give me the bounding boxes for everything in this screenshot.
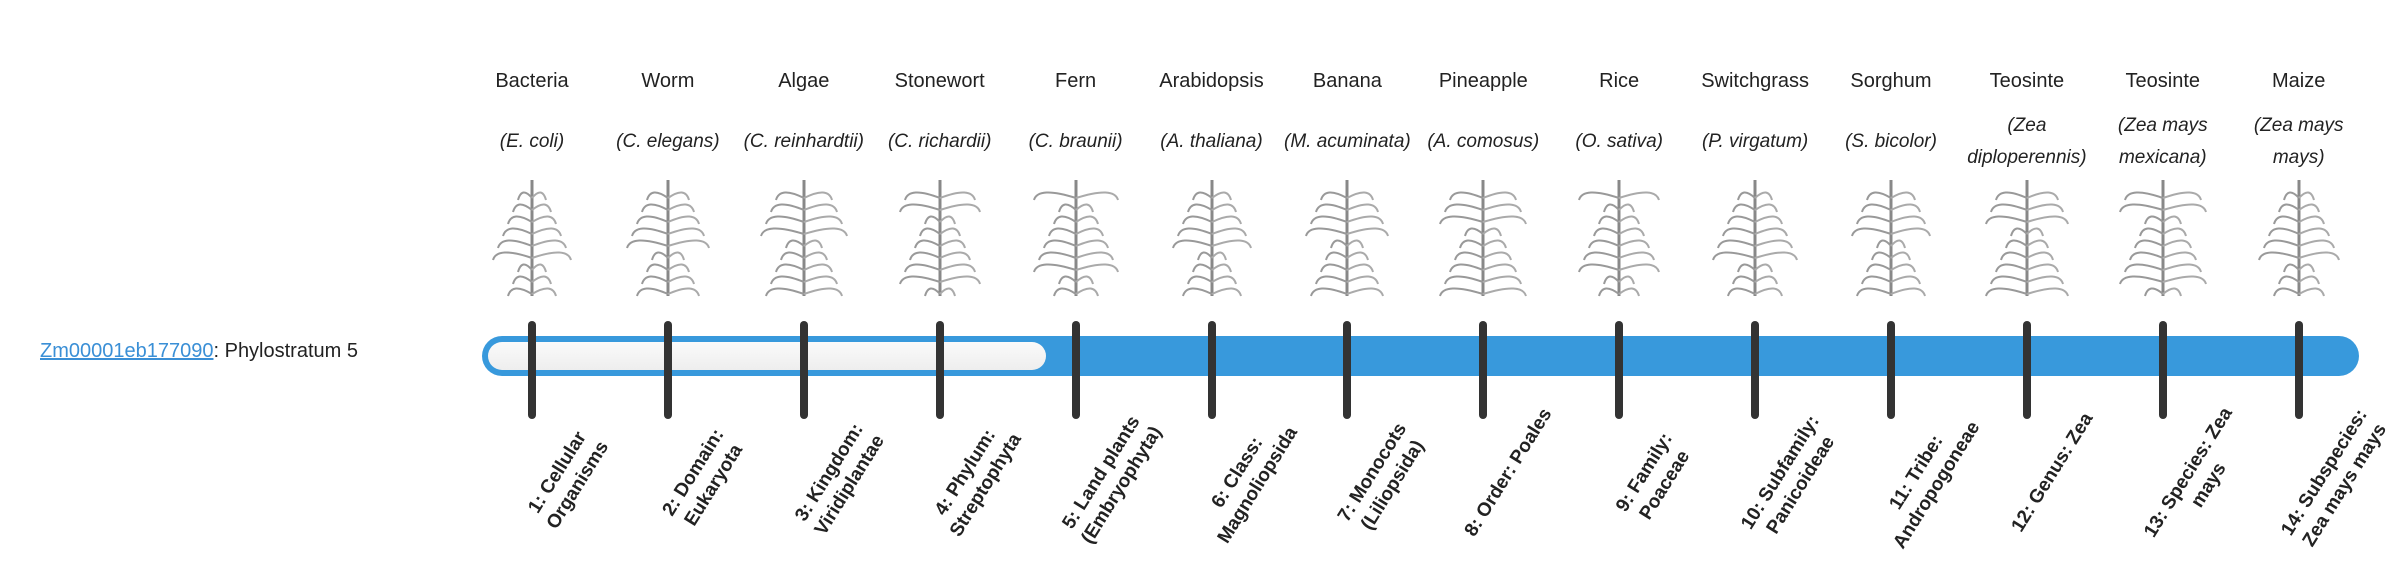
stratum-label: 9: Family: Poaceae: [1612, 429, 1695, 524]
stratum-tick: [1343, 321, 1352, 419]
stratum-tick: [2158, 321, 2167, 419]
organism-scientific-name: (A. thaliana): [1160, 131, 1263, 152]
organism-common-name: Bacteria: [495, 70, 569, 92]
gene-id-link[interactable]: Zm00001eb177090: [40, 340, 214, 362]
organism-common-name: Teosinte: [2125, 70, 2201, 92]
organism-scientific-name: (S. bicolor): [1845, 131, 1937, 152]
stonewort-image: [898, 180, 981, 297]
organism-scientific-name: (Zea mays mexicana): [2117, 115, 2208, 168]
stratum-tick: [528, 321, 536, 419]
stratum-label: 8: Order: Poales: [1460, 404, 1557, 541]
organism-common-name: Stonewort: [894, 70, 985, 92]
stratum-tick: [663, 321, 672, 419]
stratum-tick: [2022, 321, 2031, 419]
organism-common-name: Arabidopsis: [1159, 70, 1264, 92]
stratum-tick: [1207, 321, 1216, 419]
organism-scientific-name: (C. reinhardtii): [743, 131, 864, 152]
stratum-tick: [1615, 321, 1624, 419]
organism-scientific-name: (M. acuminata): [1284, 131, 1411, 152]
stratum-tick: [1071, 321, 1080, 419]
organism-scientific-name: (P. virgatum): [1701, 131, 1809, 152]
stratum-tick: [935, 321, 944, 419]
organism-scientific-name: (Zea diploperennis): [1967, 115, 2087, 168]
stratum-label: 2: Domain: Eukaryota: [658, 425, 747, 530]
organism-common-name: Worm: [641, 70, 695, 92]
switchgrass-image: [1712, 180, 1799, 297]
bacteria-image: [492, 180, 572, 297]
stratum-label: 1: Cellular Organisms: [524, 427, 614, 533]
stratum-label: 4: Phylum: Streptophyta: [930, 425, 1026, 541]
worm-image: [625, 180, 710, 297]
organism-common-name: Maize: [2272, 70, 2326, 92]
stratum-label: 5: Land plants (Embryophyta): [1058, 412, 1166, 548]
stratum-tick: [1479, 321, 1488, 419]
stratum-label: 11: Tribe: Andropogoneae: [1885, 417, 1985, 553]
organism-scientific-name: (A. comosus): [1427, 131, 1540, 152]
stratum-tick: [2294, 321, 2303, 419]
stratum-tick: [1751, 321, 1760, 419]
organism-scientific-name: (E. coli): [499, 131, 565, 152]
stratum-label: 7: Monocots (Liliopsida): [1334, 419, 1429, 534]
stratum-tick: [1887, 321, 1895, 419]
organism-common-name: Banana: [1312, 70, 1382, 92]
pineapple-image: [1439, 180, 1528, 297]
stratum-label: 10: Subfamily: Panicoideae: [1737, 411, 1840, 538]
organism-scientific-name: (C. braunii): [1028, 131, 1123, 152]
fern-image: [1032, 180, 1119, 297]
rice-image: [1578, 180, 1661, 297]
teosinte-image: [1984, 180, 2069, 297]
stratum-tick: [799, 321, 808, 419]
gene-label: Zm00001eb177090: Phylostratum 5: [40, 340, 358, 363]
organism-common-name: Teosinte: [1989, 70, 2065, 92]
stratum-label: 6: Class: Magnoliopsida: [1207, 423, 1302, 548]
sorghum-image: [1851, 180, 1931, 297]
organism-common-name: Sorghum: [1850, 70, 1932, 92]
stratum-label: 12: Genus: Zea: [2007, 409, 2098, 536]
organism-common-name: Pineapple: [1438, 70, 1528, 92]
organism-common-name: Fern: [1055, 70, 1097, 92]
bar-unfilled-region: [488, 342, 1046, 370]
arabidopsis-image: [1171, 180, 1252, 297]
organism-common-name: Rice: [1599, 70, 1640, 92]
algae-image: [759, 180, 848, 297]
organism-scientific-name: (O. sativa): [1575, 131, 1663, 152]
stratum-label: 3: Kingdom: Viridiplantae: [791, 419, 889, 539]
organism-scientific-name: (C. richardii): [887, 131, 992, 152]
stratum-label: 13: Species: Zea mays: [2139, 403, 2237, 542]
organism-scientific-name: (C. elegans): [616, 131, 720, 152]
phylostratum-text: : Phylostratum 5: [213, 340, 358, 362]
organism-common-name: Switchgrass: [1701, 70, 1809, 92]
teosinte-mexicana-image: [2118, 180, 2207, 297]
maize-image: [2257, 180, 2340, 297]
stratum-label: 14: Subspecies: Zea mays mays: [2276, 405, 2391, 551]
organism-scientific-name: (Zea mays mays): [2253, 115, 2344, 168]
organism-common-name: Algae: [778, 70, 830, 92]
banana-image: [1305, 180, 1390, 297]
phylostratum-bar: [482, 336, 2359, 376]
